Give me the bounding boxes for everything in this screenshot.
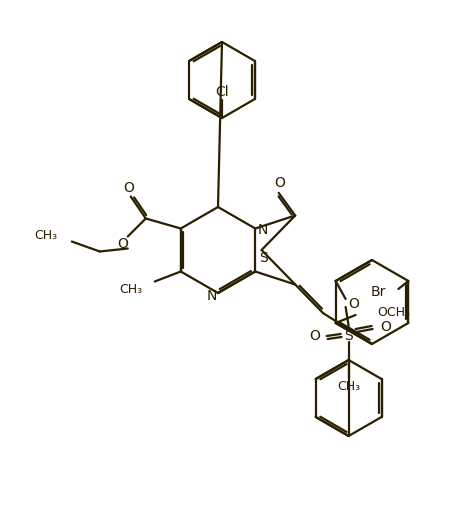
Text: O: O (379, 320, 390, 334)
Text: S: S (258, 251, 268, 265)
Text: CH₃: CH₃ (336, 381, 359, 394)
Text: Cl: Cl (215, 85, 228, 99)
Text: Br: Br (370, 285, 385, 299)
Text: N: N (258, 223, 268, 238)
Text: O: O (348, 297, 358, 311)
Text: CH₃: CH₃ (35, 229, 58, 242)
Text: O: O (117, 238, 128, 252)
Text: CH₃: CH₃ (119, 283, 142, 296)
Text: S: S (344, 329, 352, 343)
Text: O: O (123, 182, 134, 196)
Text: N: N (207, 289, 217, 303)
Text: O: O (308, 329, 319, 343)
Text: OCH₃: OCH₃ (377, 305, 410, 318)
Text: O: O (274, 176, 284, 190)
